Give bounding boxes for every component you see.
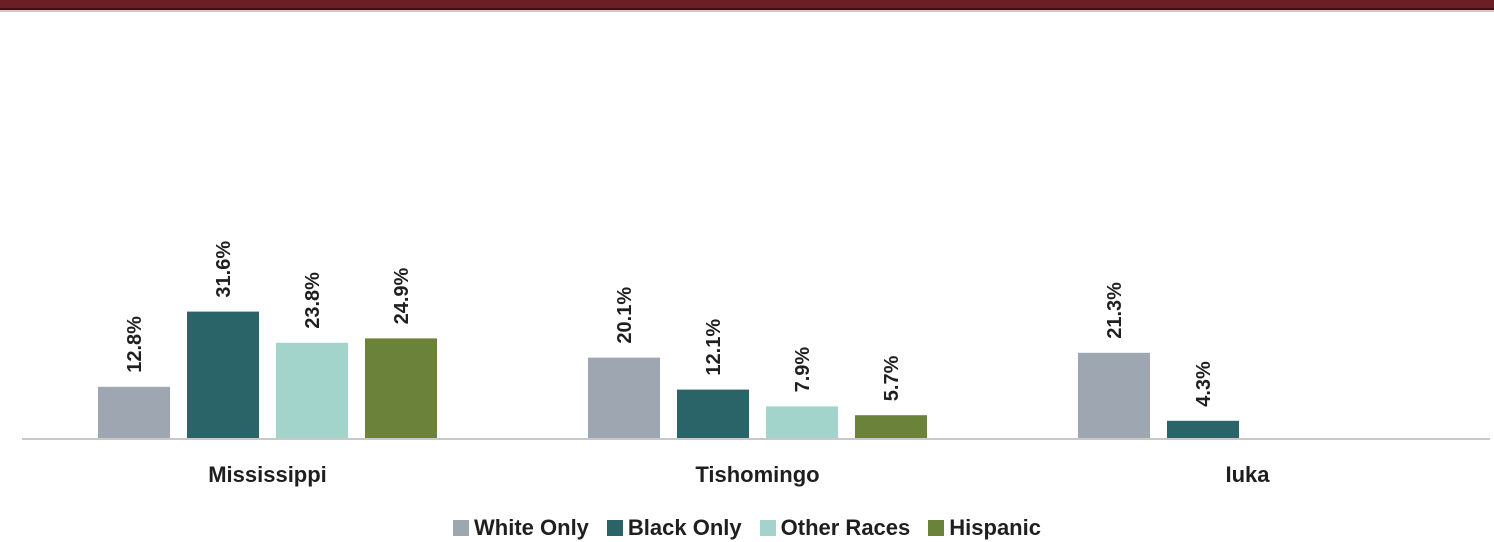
legend-label-white-only: White Only	[474, 515, 589, 540]
data-label: 7.9%	[792, 347, 814, 393]
header-band	[0, 0, 1494, 10]
data-label: 12.8%	[124, 316, 146, 373]
data-label: 31.6%	[213, 241, 235, 298]
legend-item-other-races: Other Races	[759, 515, 911, 541]
category-label: Tishomingo	[695, 462, 819, 487]
legend-swatch-white-only	[453, 520, 470, 536]
data-label: 5.7%	[881, 355, 903, 401]
data-label: 21.3%	[1104, 282, 1126, 339]
bar-hispanic-tishomingo	[855, 415, 927, 438]
bar-white-only-iuka	[1078, 352, 1150, 438]
legend-swatch-hispanic	[928, 520, 945, 536]
data-label: 12.1%	[703, 319, 725, 376]
category-label: Mississippi	[208, 462, 327, 487]
bar-black-only-iuka	[1167, 420, 1239, 438]
data-label: 24.9%	[391, 267, 413, 324]
header-band-shadow	[0, 10, 1494, 12]
bar-chart: 12.8% 31.6% 23.8% 24.9% Mississippi 20.1% 12.1…	[22, 241, 1490, 487]
legend-item-white-only: White Only	[453, 515, 589, 541]
legend-item-hispanic: Hispanic	[928, 515, 1041, 541]
bar-black-only-tishomingo	[677, 389, 749, 438]
legend-label-black-only: Black Only	[627, 515, 742, 540]
bar-hispanic-mississippi	[365, 338, 437, 438]
data-label: 4.3%	[1193, 361, 1215, 407]
bar-white-only-mississippi	[98, 386, 170, 438]
bar-black-only-mississippi	[187, 311, 259, 438]
bar-white-only-tishomingo	[588, 357, 660, 438]
legend-label-other-races: Other Races	[780, 515, 911, 540]
legend-label-hispanic: Hispanic	[949, 515, 1041, 540]
bar-other-races-mississippi	[276, 342, 348, 438]
data-label: 23.8%	[302, 272, 324, 329]
bar-other-races-tishomingo	[766, 406, 838, 438]
category-label: Iuka	[1225, 462, 1270, 487]
legend-swatch-other-races	[759, 520, 776, 536]
legend-swatch-black-only	[606, 520, 623, 536]
legend-item-black-only: Black Only	[606, 515, 742, 541]
chart-legend: White Only Black Only Other Races Hispan…	[0, 514, 1494, 542]
data-label: 20.1%	[614, 287, 636, 344]
